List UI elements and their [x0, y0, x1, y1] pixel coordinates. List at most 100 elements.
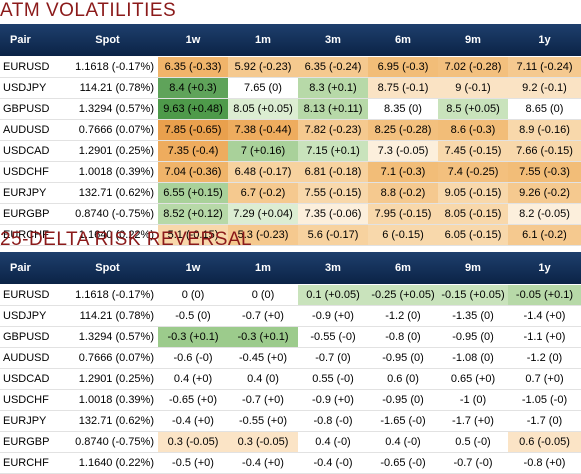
value-cell: 8.05 (-0.15) — [438, 203, 508, 225]
value-cell: 7.1 (-0.3) — [368, 161, 438, 183]
value-cell: -1.4 (+0) — [508, 305, 581, 327]
table-row-usdjpy: USDJPY 114.21 (0.78%) -0.5 (0) -0.7 (+0) -0.… — [0, 305, 581, 327]
value-cell: 6.48 (-0.17) — [228, 161, 298, 183]
value-cell: 6.55 (+0.15) — [158, 182, 228, 204]
value-cell: -0.95 (0) — [368, 347, 438, 369]
value-cell: 7.38 (-0.44) — [228, 119, 298, 141]
spot-cell: 1.2901 (0.25%) — [57, 140, 158, 162]
value-cell: 8.9 (-0.16) — [508, 119, 581, 141]
value-cell: 6.1 (-0.2) — [508, 224, 581, 246]
value-cell: -0.95 (0) — [368, 389, 438, 411]
column-header-1y: 1y — [508, 252, 581, 285]
value-cell: -0.25 (+0.05) — [368, 284, 438, 306]
value-cell: 8.75 (-0.1) — [368, 77, 438, 99]
pair-cell: EURCHF — [0, 224, 57, 246]
value-cell: 5.1 (-0.15) — [158, 224, 228, 246]
pair-cell: USDJPY — [0, 77, 57, 99]
value-cell: 8.2 (-0.05) — [508, 203, 581, 225]
value-cell: 0.5 (-0) — [438, 431, 508, 453]
table-row-eurusd: EURUSD 1.1618 (-0.17%) 0 (0) 0 (0) 0.1 (+0.0… — [0, 284, 581, 306]
risk-reversal-table: Pair Spot 1w 1m 3m 6m 9m 1y EURUSD 1.1618 (-0.17%… — [0, 252, 581, 474]
spot-cell: 114.21 (0.78%) — [57, 305, 158, 327]
value-cell: 0.4 (-0) — [298, 431, 368, 453]
value-cell: -0.3 (+0.1) — [228, 326, 298, 348]
spot-cell: 1.3294 (0.57%) — [57, 326, 158, 348]
pair-cell: EURUSD — [0, 56, 57, 78]
value-cell: 7.3 (-0.05) — [368, 140, 438, 162]
spot-cell: 0.8740 (-0.75%) — [57, 203, 158, 225]
value-cell: -0.15 (+0.05) — [438, 284, 508, 306]
column-header-1m: 1m — [228, 24, 298, 57]
value-cell: 7.66 (-0.15) — [508, 140, 581, 162]
value-cell: -0.7 (-0) — [438, 452, 508, 474]
value-cell: 7.29 (+0.04) — [228, 203, 298, 225]
value-cell: 7.45 (-0.15) — [438, 140, 508, 162]
value-cell: 7.35 (-0.06) — [298, 203, 368, 225]
value-cell: -0.4 (+0) — [158, 410, 228, 432]
value-cell: 7.55 (-0.15) — [298, 182, 368, 204]
table-row-eurgbp: EURGBP 0.8740 (-0.75%) 8.52 (+0.12) 7.29 (+… — [0, 203, 581, 225]
value-cell: -1.35 (0) — [438, 305, 508, 327]
value-cell: 7.95 (-0.15) — [368, 203, 438, 225]
value-cell: -0.65 (-0) — [368, 452, 438, 474]
value-cell: 6.81 (-0.18) — [298, 161, 368, 183]
pair-cell: GBPUSD — [0, 326, 57, 348]
value-cell: 7.85 (-0.65) — [158, 119, 228, 141]
table-row-usdcad: USDCAD 1.2901 (0.25%) 0.4 (+0) 0.4 (0) 0.55 … — [0, 368, 581, 390]
column-header-3m: 3m — [298, 252, 368, 285]
value-cell: 9.63 (+0.48) — [158, 98, 228, 120]
value-cell: 6.05 (-0.15) — [438, 224, 508, 246]
value-cell: 6.7 (-0.2) — [228, 182, 298, 204]
value-cell: -0.8 (+0) — [508, 452, 581, 474]
column-header-9m: 9m — [438, 24, 508, 57]
spot-cell: 1.3294 (0.57%) — [57, 98, 158, 120]
spot-cell: 0.7666 (0.07%) — [57, 347, 158, 369]
value-cell: 7.02 (-0.28) — [438, 56, 508, 78]
spot-cell: 1.1640 (0.22%) — [57, 452, 158, 474]
value-cell: -1.7 (+0) — [438, 410, 508, 432]
value-cell: -0.55 (-0) — [298, 326, 368, 348]
value-cell: -0.05 (+0.1) — [508, 284, 581, 306]
pair-cell: EURGBP — [0, 431, 57, 453]
value-cell: -0.6 (-0) — [158, 347, 228, 369]
pair-cell: EURCHF — [0, 452, 57, 474]
spot-cell: 1.0018 (0.39%) — [57, 161, 158, 183]
risk-reversal-title: 25-DELTA RISK REVERSAL — [0, 229, 253, 250]
table-row-usdcad: USDCAD 1.2901 (0.25%) 7.35 (-0.4) 7 (+0.16)… — [0, 140, 581, 162]
value-cell: 9.05 (-0.15) — [438, 182, 508, 204]
table-row-usdjpy: USDJPY 114.21 (0.78%) 8.4 (+0.3) 7.65 (0) 8.… — [0, 77, 581, 99]
value-cell: 5.6 (-0.17) — [298, 224, 368, 246]
column-header-spot: Spot — [57, 252, 158, 285]
pair-cell: USDCHF — [0, 389, 57, 411]
value-cell: -0.4 (-0) — [298, 452, 368, 474]
column-header-pair: Pair — [0, 24, 57, 57]
value-cell: -0.7 (+0) — [228, 389, 298, 411]
value-cell: 7.65 (0) — [228, 77, 298, 99]
column-header-pair: Pair — [0, 252, 57, 285]
column-header-spot: Spot — [57, 24, 158, 57]
table-row-eurjpy: EURJPY 132.71 (0.62%) 6.55 (+0.15) 6.7 (-0.… — [0, 182, 581, 204]
table-row-audusd: AUDUSD 0.7666 (0.07%) 7.85 (-0.65) 7.38 (-0… — [0, 119, 581, 141]
value-cell: 8.35 (0) — [368, 98, 438, 120]
value-cell: 8.4 (+0.3) — [158, 77, 228, 99]
spot-cell: 0.8740 (-0.75%) — [57, 431, 158, 453]
value-cell: -1.08 (0) — [438, 347, 508, 369]
value-cell: 0.6 (0) — [368, 368, 438, 390]
value-cell: 7 (+0.16) — [228, 140, 298, 162]
value-cell: 7.11 (-0.24) — [508, 56, 581, 78]
value-cell: 8.65 (0) — [508, 98, 581, 120]
value-cell: 0.1 (+0.05) — [298, 284, 368, 306]
pair-cell: EURGBP — [0, 203, 57, 225]
value-cell: 0.4 (+0) — [158, 368, 228, 390]
pair-cell: AUDUSD — [0, 119, 57, 141]
value-cell: -0.45 (+0) — [228, 347, 298, 369]
value-cell: -0.55 (+0) — [228, 410, 298, 432]
value-cell: 0.7 (+0) — [508, 368, 581, 390]
value-cell: 7.35 (-0.4) — [158, 140, 228, 162]
table-row-eurgbp: EURGBP 0.8740 (-0.75%) 0.3 (-0.05) 0.3 (-0.… — [0, 431, 581, 453]
header-row: Pair Spot 1w 1m 3m 6m 9m 1y — [0, 252, 581, 285]
value-cell: 6.35 (-0.24) — [298, 56, 368, 78]
atm-volatilities-table: Pair Spot 1w 1m 3m 6m 9m 1y EURUSD 1.1618 (-0.17%… — [0, 24, 581, 246]
spot-cell: 114.21 (0.78%) — [57, 77, 158, 99]
pair-cell: USDCAD — [0, 368, 57, 390]
